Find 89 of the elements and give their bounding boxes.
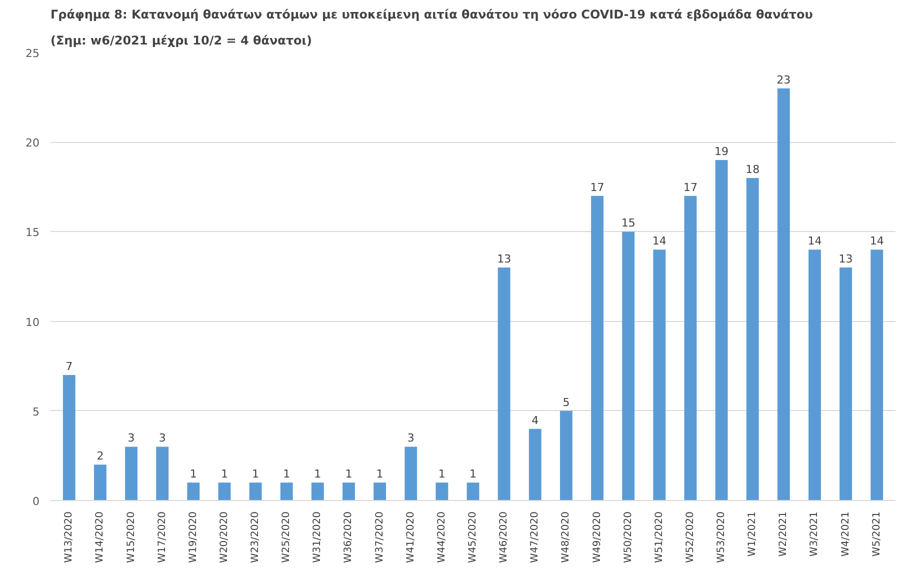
x-tick-label: W45/2020 [468, 511, 478, 563]
bar [622, 232, 635, 500]
bar [404, 446, 418, 500]
x-tick-label: W4/2021 [840, 511, 852, 557]
bar [498, 268, 510, 500]
x-tick-label: W48/2020 [560, 511, 572, 563]
data-label: 1 [190, 468, 197, 481]
data-label: 3 [128, 432, 135, 445]
data-label: 4 [532, 414, 539, 427]
x-tick-label: W5/2021 [871, 511, 882, 557]
data-label: 23 [776, 73, 791, 86]
data-label: 5 [562, 396, 570, 409]
bar [466, 482, 480, 500]
data-label: 2 [96, 450, 104, 463]
bar [187, 482, 200, 500]
bar [218, 482, 231, 500]
x-tick-label: W13/2020 [64, 511, 75, 563]
x-tick-label: W44/2020 [436, 511, 448, 563]
data-label: 1 [470, 468, 476, 481]
data-label: 1 [283, 468, 290, 481]
data-label: 19 [714, 145, 729, 158]
data-label: 15 [621, 216, 636, 230]
x-tick-label: W19/2020 [188, 511, 199, 563]
bar [653, 250, 666, 500]
bar [840, 268, 852, 500]
bar [342, 482, 355, 500]
x-tick-label: W51/2020 [654, 511, 665, 563]
y-tick-label: 25 [26, 47, 40, 60]
bar [374, 482, 386, 500]
data-label: 17 [683, 180, 698, 194]
x-tick-label: W50/2020 [622, 511, 634, 563]
data-label: 1 [220, 468, 228, 481]
bar [249, 482, 262, 500]
data-label: 7 [66, 360, 73, 374]
bar [777, 88, 790, 500]
y-tick-label: 20 [26, 136, 40, 150]
bar [311, 482, 324, 500]
x-tick-label: W14/2020 [94, 511, 106, 563]
data-label: 14 [808, 234, 822, 248]
x-tick-label: W47/2020 [530, 511, 541, 563]
x-tick-label: W49/2020 [592, 511, 603, 563]
x-tick-label: W17/2020 [156, 511, 168, 563]
x-tick-label: W1/2021 [747, 511, 758, 557]
bar [94, 464, 106, 500]
x-tick-label: W53/2020 [716, 511, 728, 563]
bar [560, 410, 572, 500]
data-label: 1 [252, 468, 260, 481]
data-label: 13 [838, 252, 853, 266]
x-tick-label: W36/2020 [343, 511, 354, 563]
bar [808, 250, 821, 500]
data-label: 14 [870, 234, 884, 248]
bar [125, 446, 138, 500]
x-tick-label: W25/2020 [281, 511, 292, 563]
bar [591, 196, 604, 500]
x-tick-label: W41/2020 [405, 511, 416, 563]
chart-title: Γράφημα 8: Κατανομή θανάτων ατόμων με υποκείμενη αιτία θανάτου τη νόσο COVID-19 κατά εβδομάδα θανάτου [50, 8, 813, 22]
data-label: 18 [746, 162, 760, 176]
x-tick-label: W52/2020 [684, 511, 696, 563]
data-label: 17 [590, 180, 604, 194]
y-tick-label: 5 [32, 405, 40, 418]
bar [156, 446, 169, 500]
bar [528, 428, 542, 500]
data-label: 13 [497, 252, 512, 266]
bar [436, 482, 448, 500]
data-label: 1 [314, 468, 322, 481]
bar [280, 482, 293, 500]
data-label: 1 [345, 468, 352, 481]
chart-subtitle: (Σημ: w6/2021 μέχρι 10/2 = 4 θάνατοι) [50, 34, 312, 48]
bar [684, 196, 697, 500]
data-label: 1 [438, 468, 446, 481]
x-tick-label: W2/2021 [778, 511, 790, 557]
data-label: 3 [158, 432, 166, 445]
data-label: 1 [376, 468, 384, 481]
x-tick-label: W20/2020 [218, 511, 230, 563]
y-tick-label: 15 [26, 226, 40, 240]
bar [870, 250, 884, 500]
bar [746, 178, 759, 500]
y-tick-label: 0 [32, 495, 40, 508]
x-tick-label: W15/2020 [126, 511, 137, 563]
x-tick-label: W46/2020 [498, 511, 510, 563]
y-tick-label: 10 [26, 316, 40, 329]
bar [62, 375, 76, 500]
x-tick-label: W31/2020 [312, 511, 324, 563]
data-label: 3 [407, 432, 414, 445]
x-tick-label: W23/2020 [250, 511, 262, 563]
bar [715, 160, 728, 500]
x-tick-label: W3/2021 [809, 511, 820, 557]
x-tick-label: W37/2020 [374, 511, 386, 563]
data-label: 14 [652, 234, 666, 248]
